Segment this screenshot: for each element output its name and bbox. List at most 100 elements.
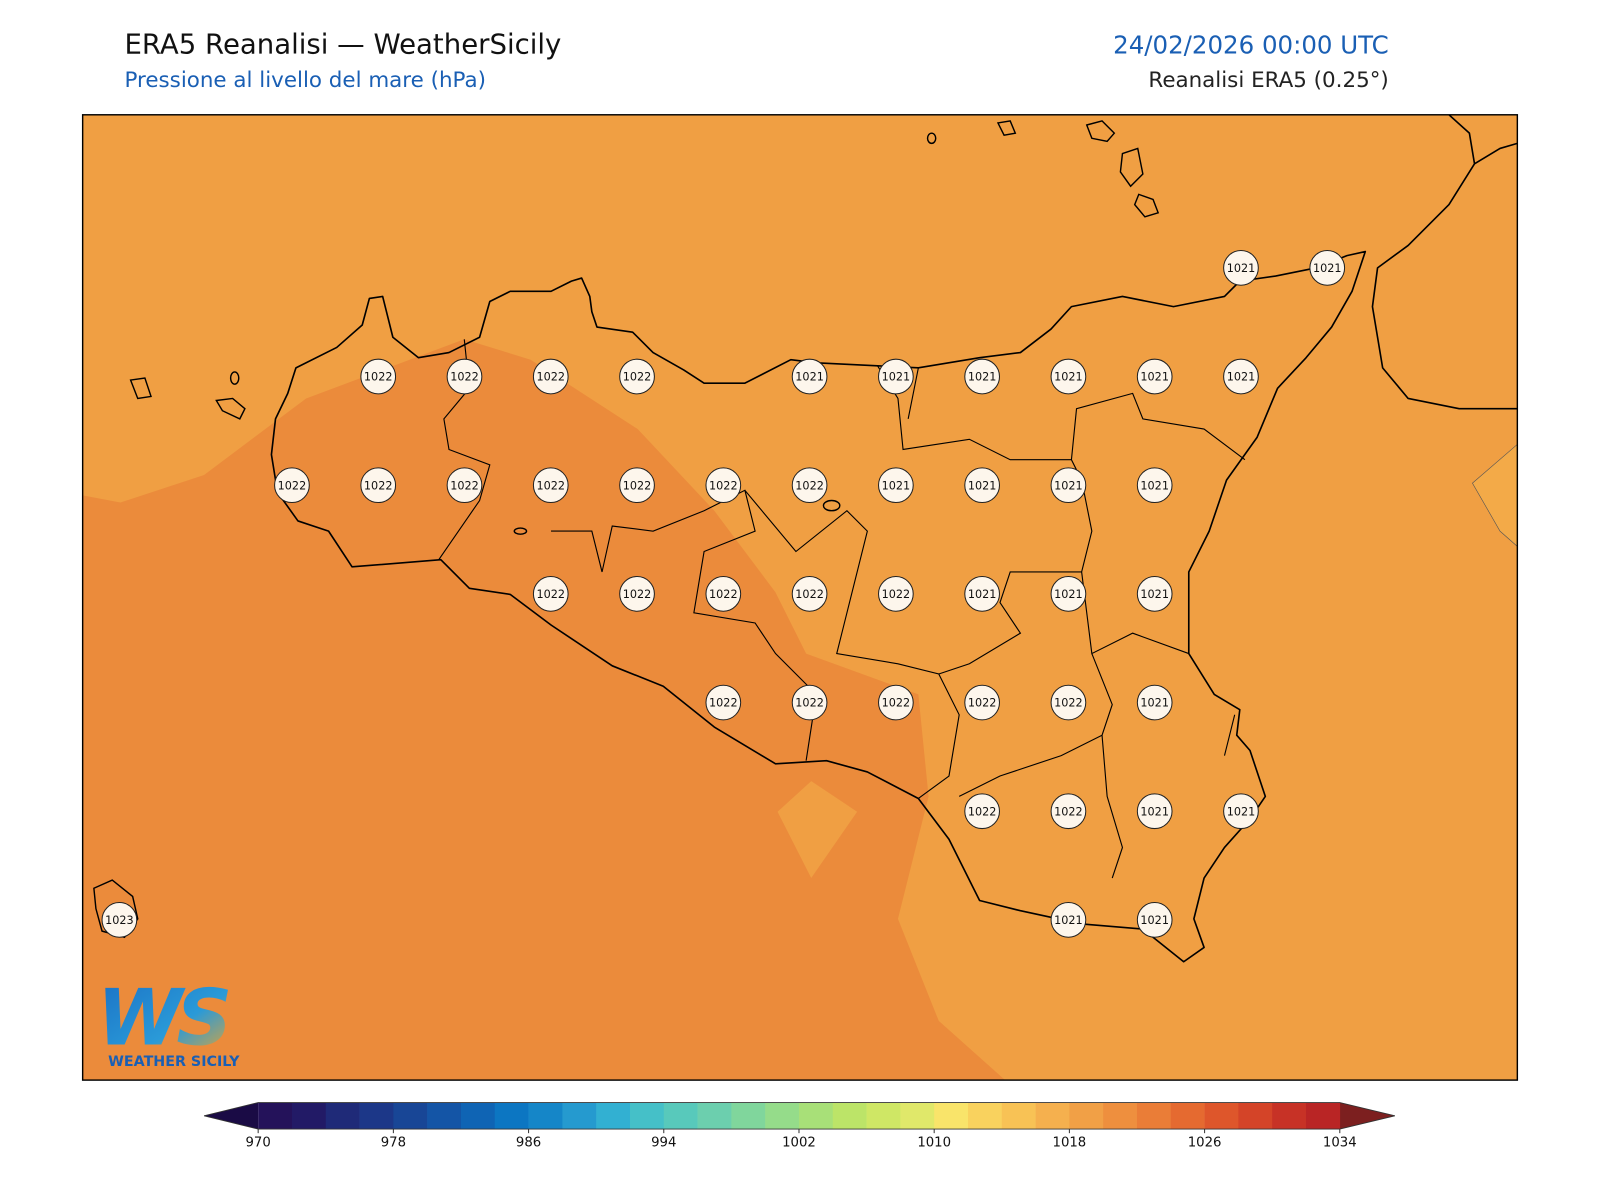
station-value: 1021 [1140,371,1169,384]
colorbar-tick-label: 1026 [1188,1135,1222,1150]
station-marker [446,467,483,504]
station-marker [274,467,310,504]
colorbar-cell [798,1102,834,1130]
colorbar-cell [562,1102,597,1130]
station-value: 1021 [1227,371,1256,384]
station-value: 1022 [968,697,997,710]
station-marker [619,467,655,504]
station-value: 1022 [882,588,911,601]
colorbar-tick-label: 1002 [782,1135,816,1150]
station-marker [705,576,742,612]
colorbar-cell [1001,1102,1036,1130]
colorbar-tick-label: 1018 [1053,1135,1087,1150]
colorbar-cell [1103,1102,1138,1130]
station-value: 1021 [968,371,997,384]
station-marker [360,358,397,395]
station-value: 1022 [968,805,997,818]
station-value: 1021 [1227,262,1256,275]
station-value: 1022 [709,697,738,710]
station-value: 1021 [1054,914,1083,927]
station-value: 1021 [1140,697,1169,710]
colorbar-tick-label: 1034 [1323,1135,1357,1150]
station-marker [791,576,828,612]
station-marker [1050,358,1087,395]
colorbar-cell [1170,1102,1205,1130]
source: Reanalisi ERA5 (0.25°) [1148,68,1388,93]
station-marker [705,684,742,721]
pressure-field [82,339,1006,1081]
station-marker [532,358,569,395]
station-marker [1050,793,1087,830]
station-value: 1021 [968,588,997,601]
islands [93,120,1160,939]
colorbar-cell [697,1102,732,1130]
station-marker [878,467,914,504]
title: ERA5 Reanalisi — WeatherSicily [124,29,561,61]
colorbar-tick-label: 994 [651,1135,676,1150]
station-marker [878,576,914,612]
colorbar-cell [765,1102,800,1130]
colorbar-cell [663,1102,698,1130]
logo-mark: WS [97,973,228,1063]
colorbar-cell [1136,1102,1172,1130]
station-value: 1021 [968,479,997,492]
colorbar-cell [866,1102,901,1130]
station-marker [964,576,1000,612]
station-marker [791,358,828,395]
station-marker [619,576,655,612]
pressure-field [1472,443,1518,547]
station-value: 1021 [1227,805,1256,818]
station-value: 1022 [536,588,565,601]
colorbar-cell [1035,1102,1070,1130]
station-value: 1023 [105,914,134,927]
logo: WS WEATHER SICILY [97,973,240,1069]
colorbar-cell [731,1102,766,1130]
datetime: 24/02/2026 00:00 UTC [1113,31,1389,60]
colorbar-cell [1305,1102,1341,1130]
station-marker [964,467,1000,504]
station-marker [964,358,1000,395]
station-value: 1022 [1054,805,1083,818]
station-marker [964,684,1000,721]
station-marker [705,467,742,504]
station-value: 1022 [536,371,565,384]
station-marker [619,358,655,395]
province-border [438,339,1246,879]
colorbar-over [1339,1102,1395,1130]
station-value: 1021 [882,371,911,384]
station-value: 1021 [795,371,824,384]
colorbar-cell [460,1102,496,1130]
station-marker [1223,793,1259,830]
colorbar-cell [359,1102,394,1130]
station-marker [878,684,914,721]
colorbar-cell [1272,1102,1307,1130]
station-value: 1022 [278,479,307,492]
station-marker [791,684,828,721]
station-marker [1050,684,1087,721]
station-value: 1021 [1140,805,1169,818]
station-marker [1309,249,1346,286]
colorbar-cell [325,1102,360,1130]
colorbar-cell [258,1102,293,1130]
calabria-coast [1371,114,1518,410]
station-labels: 1021 1021 1022 1022 1022 1022 1021 1021 1021 1021… [101,249,1346,938]
station-value: 1022 [623,588,652,601]
station-marker [878,358,914,395]
station-marker [964,793,1000,830]
colorbar-cell [494,1102,529,1130]
station-value: 1021 [1054,371,1083,384]
station-value: 1022 [450,479,479,492]
station-value: 1021 [1140,914,1169,927]
station-value: 1022 [1054,697,1083,710]
station-marker [791,467,828,504]
colorbar-tick-label: 986 [516,1135,541,1150]
station-value: 1022 [364,479,393,492]
colorbar-cell [1204,1102,1239,1130]
colorbar: 970 978 986 994 1002 1010 1018 1026 1034 [203,1102,1395,1150]
station-marker [532,576,569,612]
colorbar-tick-label: 970 [246,1135,271,1150]
station-marker [1050,467,1087,504]
colorbar-cell [934,1102,969,1130]
